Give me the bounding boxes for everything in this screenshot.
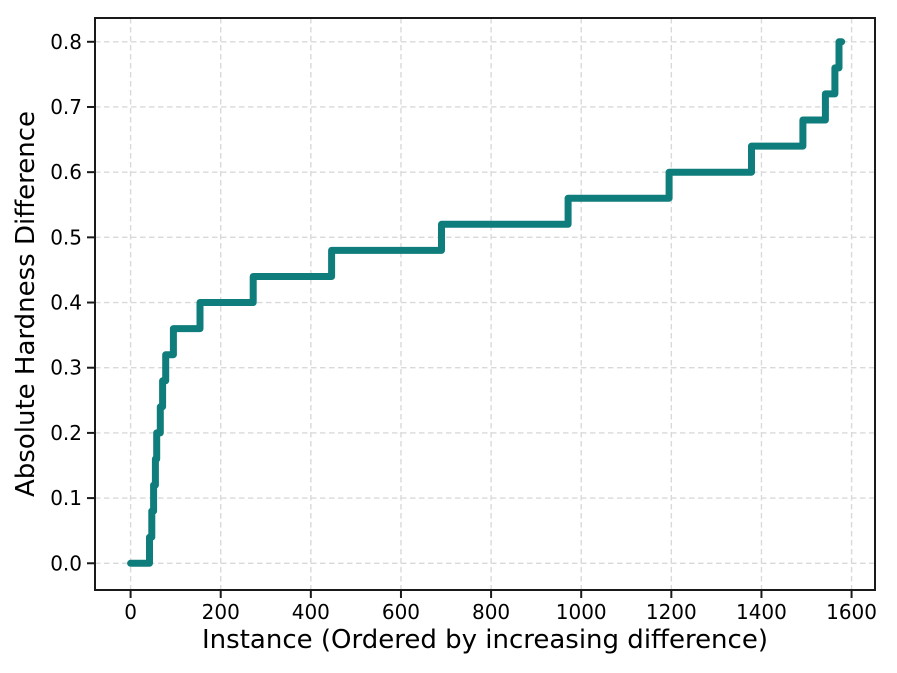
x-tick-label: 1200 [646, 600, 697, 624]
y-tick-label: 0.0 [50, 551, 82, 575]
data-series-line [127, 38, 846, 567]
y-tick-label: 0.6 [50, 160, 82, 184]
y-tick-label: 0.4 [50, 291, 82, 315]
x-tick-label: 600 [382, 600, 420, 624]
x-tick-label: 1000 [556, 600, 607, 624]
y-tick-label: 0.7 [50, 95, 82, 119]
x-tick-label: 800 [472, 600, 510, 624]
plot-border [94, 17, 876, 591]
x-tick-label: 400 [292, 600, 330, 624]
y-tick-label: 0.8 [50, 30, 82, 54]
x-tick-label: 1400 [736, 600, 787, 624]
y-tick-label: 0.3 [50, 356, 82, 380]
x-axis-label: Instance (Ordered by increasing differen… [202, 625, 768, 655]
x-tick-label: 0 [124, 600, 137, 624]
x-tick-label: 1600 [826, 600, 877, 624]
y-tick-label: 0.2 [50, 421, 82, 445]
y-axis-label: Absolute Hardness Difference [11, 111, 41, 497]
y-tick-label: 0.5 [50, 225, 82, 249]
x-tick-label: 200 [202, 600, 240, 624]
y-tick-label: 0.1 [50, 486, 82, 510]
